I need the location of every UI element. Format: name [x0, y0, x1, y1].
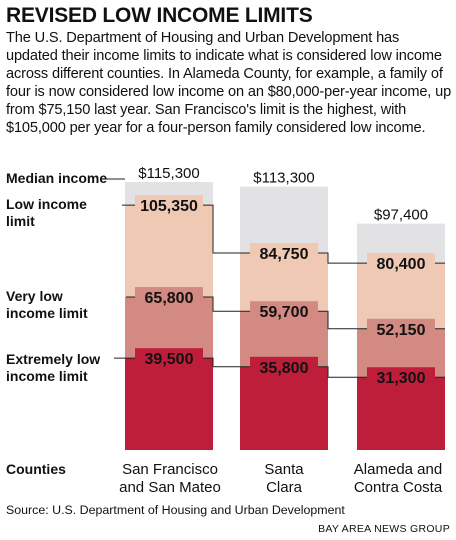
value-label-s2-c2: 52,150: [377, 322, 426, 339]
legend-extremely-low-line2: income limit: [6, 368, 88, 384]
value-label-bg-s1-c2: [367, 253, 435, 274]
value-label-bg-s2-c2: [367, 318, 435, 339]
value-label-bg-s3-c1: [250, 356, 318, 377]
value-label-s0-c1: $113,300: [253, 170, 314, 187]
county-label-0-line2: and San Mateo: [119, 479, 221, 496]
value-label-s2-c1: 59,700: [260, 304, 309, 321]
bar-s3-c2: [357, 377, 445, 450]
legend-very-low-line2: income limit: [6, 305, 88, 321]
value-label-s3-c1: 35,800: [260, 360, 309, 377]
value-label-bg-s2-c1: [250, 301, 318, 322]
county-label-2: Alameda and Contra Costa: [328, 461, 456, 497]
county-label-1-line1: Santa: [264, 461, 304, 478]
legend-extremely-low-label: Extremely low income limit: [6, 351, 100, 385]
county-label-2-line1: Alameda and: [353, 461, 443, 478]
value-label-s1-c0: 105,350: [140, 198, 198, 215]
counties-axis-label: Counties: [6, 461, 66, 477]
legend-low-line2: limit: [6, 213, 35, 229]
value-label-s1-c2: 80,400: [377, 256, 426, 273]
legend-low-line1: Low income: [6, 196, 87, 212]
bar-s3-c0: [125, 358, 213, 450]
value-label-s3-c2: 31,300: [377, 370, 426, 387]
chart-title: REVISED LOW INCOME LIMITS: [6, 4, 313, 27]
value-label-s0-c0: $115,300: [138, 165, 199, 182]
county-label-1: Santa Clara: [214, 461, 354, 497]
value-label-bg-s1-c1: [250, 243, 318, 264]
county-label-0-line1: San Francisco: [122, 461, 218, 478]
value-label-bg-s3-c0: [135, 348, 203, 369]
value-label-s3-c0: 39,500: [145, 351, 194, 368]
credit-line: BAY AREA NEWS GROUP: [318, 523, 450, 535]
legend-very-low-line1: Very low: [6, 288, 63, 304]
value-label-s0-c2: $97,400: [374, 207, 428, 224]
intro-text: The U.S. Department of Housing and Urban…: [6, 30, 452, 136]
county-label-0: San Francisco and San Mateo: [100, 461, 240, 497]
county-label-2-line2: Contra Costa: [353, 479, 443, 496]
legend-median-label: Median income: [6, 170, 108, 186]
source-note: Source: U.S. Department of Housing and U…: [6, 503, 345, 517]
value-label-s2-c0: 65,800: [145, 290, 194, 307]
legend-extremely-low-line1: Extremely low: [6, 351, 101, 367]
value-label-bg-s2-c0: [135, 287, 203, 308]
value-label-bg-s1-c0: [135, 195, 203, 216]
county-label-1-line2: Clara: [266, 479, 302, 496]
legend-low-label: Low income limit: [6, 196, 87, 230]
value-label-s1-c1: 84,750: [260, 246, 309, 263]
value-label-bg-s3-c2: [367, 367, 435, 388]
legend-very-low-label: Very low income limit: [6, 288, 88, 322]
bar-s3-c1: [240, 366, 328, 450]
